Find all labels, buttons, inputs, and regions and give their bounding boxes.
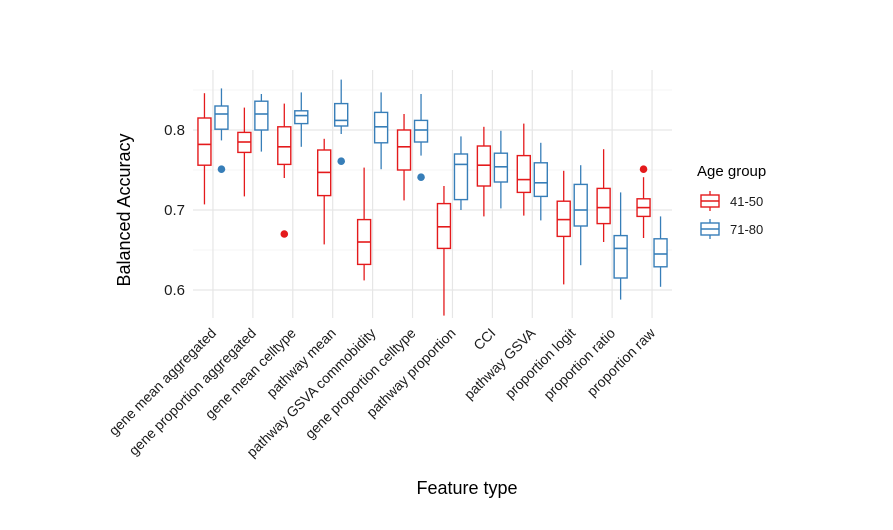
legend-entry: 41-50 [700, 191, 763, 211]
x-tick-label: pathway mean [263, 325, 339, 401]
x-tick-label: CCI [470, 325, 498, 353]
box-iqr [453, 153, 469, 201]
outlier-point [217, 165, 226, 173]
y-tick-label: 0.7 [164, 202, 185, 219]
box-group1 [317, 138, 332, 245]
box-group2 [453, 136, 469, 210]
legend-label: 41-50 [730, 194, 763, 209]
box-group1 [197, 93, 212, 205]
box-group1 [396, 114, 412, 201]
box-iqr [596, 187, 611, 225]
outlier-point [417, 173, 425, 181]
box-group2 [573, 165, 588, 266]
box-group2 [653, 216, 668, 287]
x-axis-title: Feature type [416, 478, 517, 498]
box-group2 [254, 94, 269, 152]
box-group1 [436, 186, 452, 316]
legend: Age group 41-50 71-80 [697, 163, 766, 239]
box-iqr [334, 102, 349, 127]
box-group2 [493, 130, 509, 209]
box-group1 [277, 103, 292, 238]
box-group2 [214, 88, 229, 173]
box-group2 [294, 92, 309, 147]
y-tick-label: 0.6 [164, 282, 185, 299]
legend-title: Age group [697, 163, 766, 180]
box-group2 [373, 92, 389, 170]
legend-label: 71-80 [730, 222, 763, 237]
y-axis-ticks: 0.6 0.7 0.8 [164, 122, 185, 299]
x-tick-label: proportion raw [584, 324, 659, 399]
box-group1 [596, 149, 611, 242]
outlier-point [639, 165, 648, 173]
box-iqr [413, 119, 429, 143]
box-iqr [214, 105, 229, 130]
grid-lines [193, 70, 672, 318]
box-group1 [556, 170, 571, 285]
box-iqr [254, 100, 269, 131]
box-iqr [516, 154, 531, 194]
box-group1 [516, 123, 531, 216]
box-iqr [556, 200, 571, 238]
box-group2 [613, 192, 628, 300]
box-group1 [237, 107, 252, 197]
box-group1 [356, 167, 372, 281]
outlier-point [280, 230, 289, 238]
box-group2 [413, 94, 429, 181]
y-axis-title: Balanced Accuracy [114, 133, 134, 286]
box-group1 [476, 126, 492, 217]
box-iqr [197, 117, 212, 166]
legend-entry: 71-80 [700, 219, 763, 239]
box-group2 [334, 79, 349, 165]
box-iqr [277, 126, 292, 166]
box-group2 [533, 142, 548, 221]
outlier-point [337, 157, 346, 165]
box-iqr [373, 111, 389, 144]
boxplot-marks [197, 79, 668, 316]
box-iqr [396, 129, 412, 171]
box-group1 [636, 165, 651, 238]
y-tick-label: 0.8 [164, 122, 185, 139]
box-iqr [294, 110, 309, 125]
box-iqr [653, 238, 668, 268]
box-iqr [613, 234, 628, 279]
box-iqr [573, 183, 588, 227]
x-tick-label: proportion logit [502, 325, 579, 402]
box-iqr [533, 162, 548, 198]
